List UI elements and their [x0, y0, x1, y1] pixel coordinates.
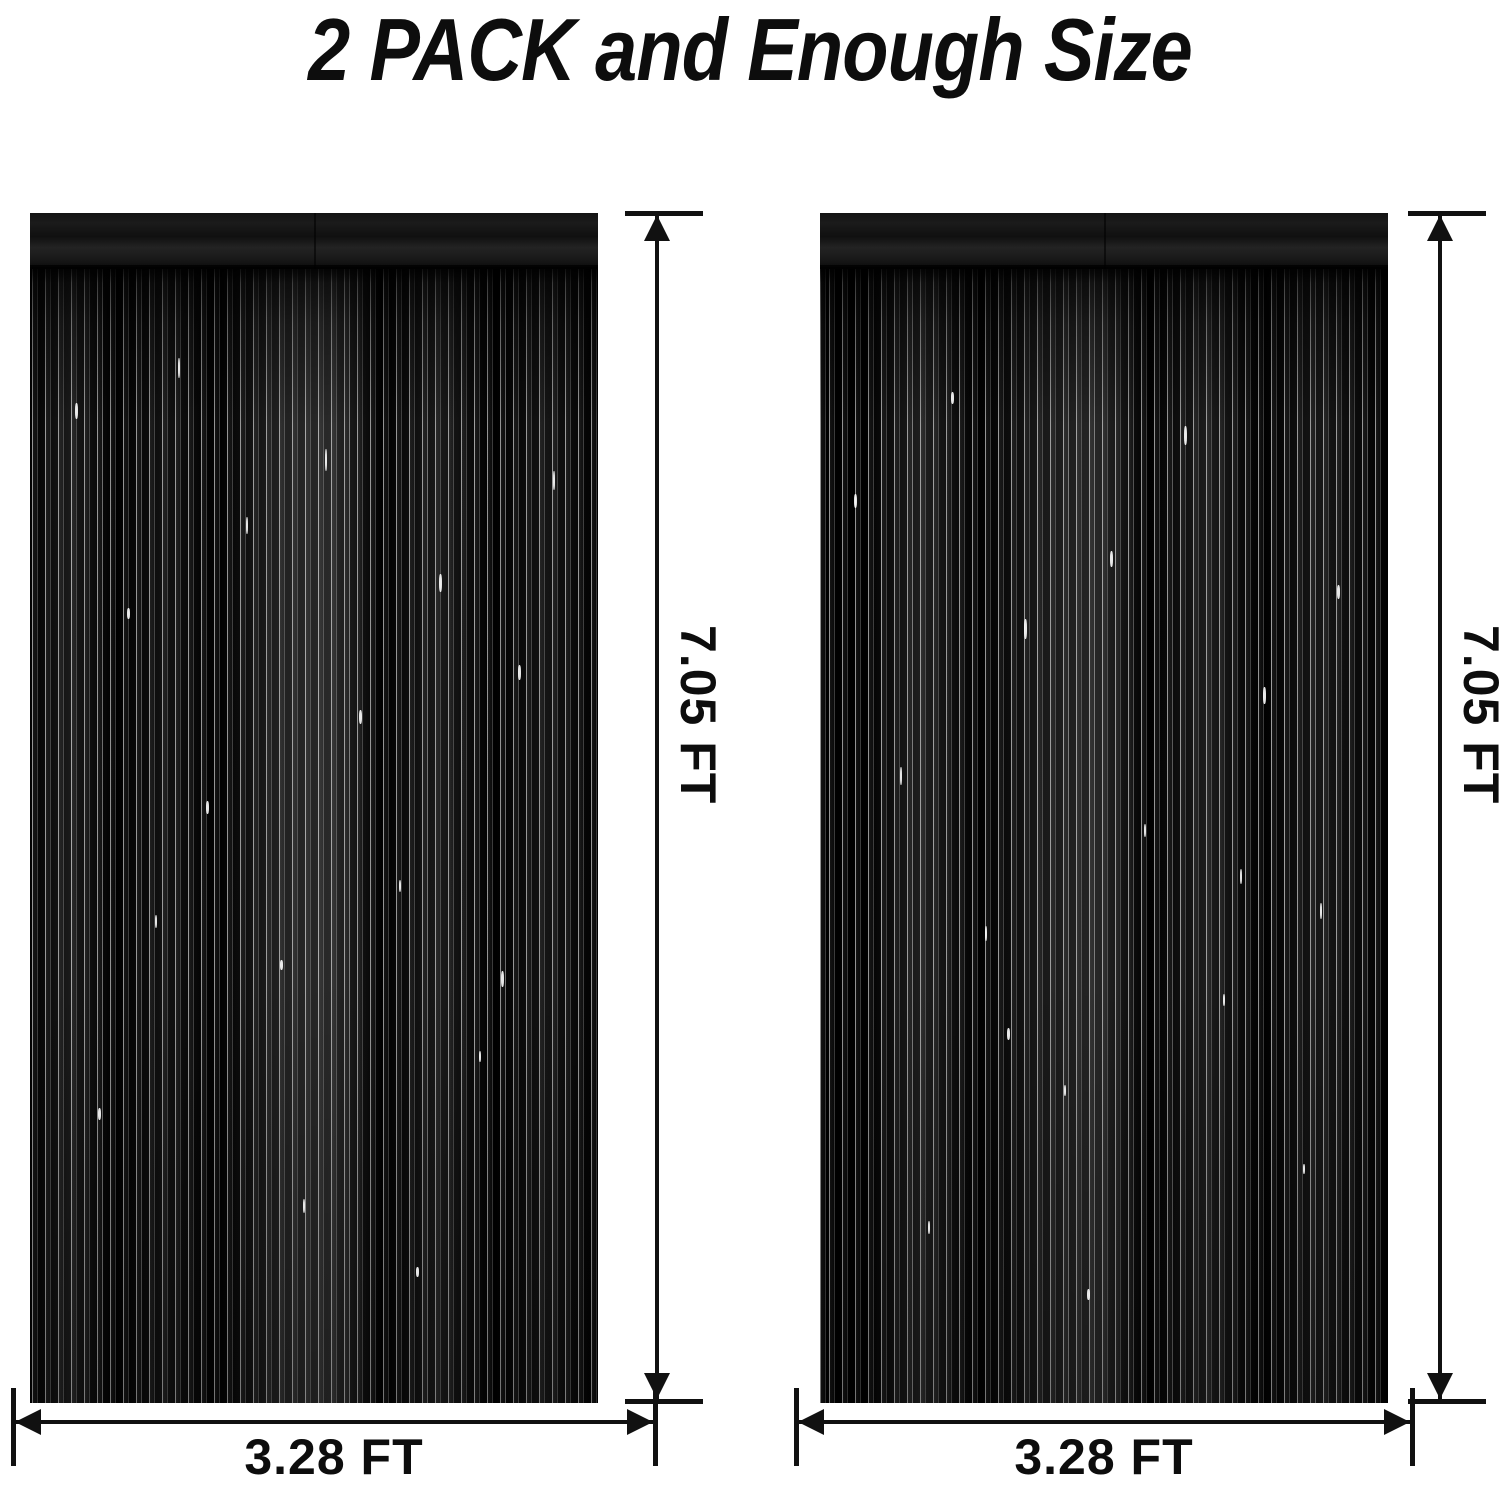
right-width-tick-left — [794, 1388, 799, 1466]
right-height-dimension-line — [1438, 214, 1442, 1400]
left-curtain-panel — [30, 213, 598, 1403]
left-height-dimension-line — [655, 214, 659, 1400]
left-height-tick-top — [625, 211, 703, 216]
arrow-up-icon — [1427, 215, 1453, 241]
right-height-tick-bottom — [1408, 1399, 1486, 1404]
right-width-tick-right — [1410, 1388, 1415, 1466]
left-height-tick-bottom — [625, 1399, 703, 1404]
left-width-tick-right — [653, 1388, 658, 1466]
left-height-label: 7.05 FT — [670, 625, 726, 805]
arrow-left-icon — [798, 1409, 824, 1435]
right-curtain-panel — [820, 213, 1388, 1403]
arrow-up-icon — [644, 215, 670, 241]
right-curtain-header-shadow — [820, 265, 1388, 283]
right-curtain-header-band — [820, 213, 1388, 269]
left-curtain-header-shadow — [30, 265, 598, 283]
left-width-dimension-line — [14, 1420, 655, 1424]
left-width-tick-left — [11, 1388, 16, 1466]
arrow-left-icon — [15, 1409, 41, 1435]
left-width-label: 3.28 FT — [244, 1429, 424, 1485]
right-height-tick-top — [1408, 211, 1486, 216]
arrow-down-icon — [1427, 1373, 1453, 1399]
right-width-dimension-line — [797, 1420, 1412, 1424]
arrow-right-icon — [1384, 1409, 1410, 1435]
arrow-right-icon — [627, 1409, 653, 1435]
page-title: 2 PACK and Enough Size — [308, 0, 1193, 99]
right-height-label: 7.05 FT — [1453, 625, 1500, 805]
left-curtain-header-band — [30, 213, 598, 269]
right-curtain-fringe-texture — [820, 267, 1388, 1403]
right-width-label: 3.28 FT — [1014, 1429, 1194, 1485]
arrow-down-icon — [644, 1373, 670, 1399]
left-curtain-fringe-texture — [30, 267, 598, 1403]
